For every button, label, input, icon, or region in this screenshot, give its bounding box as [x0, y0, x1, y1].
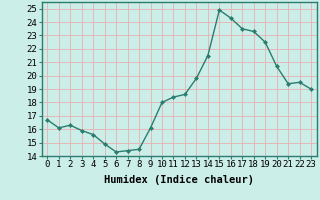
X-axis label: Humidex (Indice chaleur): Humidex (Indice chaleur): [104, 175, 254, 185]
